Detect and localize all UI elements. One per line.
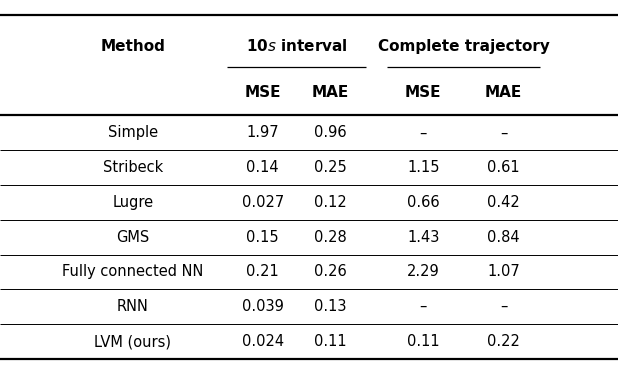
Text: 0.15: 0.15 [247, 230, 279, 245]
Text: MSE: MSE [244, 85, 281, 100]
Text: Complete trajectory: Complete trajectory [378, 39, 549, 54]
Text: –: – [500, 125, 507, 140]
Text: –: – [420, 299, 427, 314]
Text: Method: Method [101, 39, 165, 54]
Text: MAE: MAE [312, 85, 349, 100]
Text: 0.039: 0.039 [242, 299, 284, 314]
Text: Lugre: Lugre [112, 195, 153, 210]
Text: 1.43: 1.43 [407, 230, 439, 245]
Text: 0.11: 0.11 [407, 334, 439, 349]
Text: 0.28: 0.28 [315, 230, 347, 245]
Text: 0.14: 0.14 [247, 160, 279, 175]
Text: 0.26: 0.26 [315, 265, 347, 279]
Text: 2.29: 2.29 [407, 265, 439, 279]
Text: 0.96: 0.96 [315, 125, 347, 140]
Text: 0.11: 0.11 [315, 334, 347, 349]
Text: Stribeck: Stribeck [103, 160, 163, 175]
Text: 1.97: 1.97 [247, 125, 279, 140]
Text: 0.84: 0.84 [488, 230, 520, 245]
Text: RNN: RNN [117, 299, 149, 314]
Text: MAE: MAE [485, 85, 522, 100]
Text: –: – [420, 125, 427, 140]
Text: GMS: GMS [116, 230, 150, 245]
Text: LVM (ours): LVM (ours) [95, 334, 171, 349]
Text: 0.027: 0.027 [242, 195, 284, 210]
Text: Fully connected NN: Fully connected NN [62, 265, 203, 279]
Text: 0.61: 0.61 [488, 160, 520, 175]
Text: 0.42: 0.42 [488, 195, 520, 210]
Text: Simple: Simple [108, 125, 158, 140]
Text: 0.22: 0.22 [487, 334, 520, 349]
Text: 1.15: 1.15 [407, 160, 439, 175]
Text: –: – [500, 299, 507, 314]
Text: MSE: MSE [405, 85, 442, 100]
Text: 0.66: 0.66 [407, 195, 439, 210]
Text: 10$s$ interval: 10$s$ interval [246, 38, 347, 54]
Text: 0.13: 0.13 [315, 299, 347, 314]
Text: 1.07: 1.07 [488, 265, 520, 279]
Text: 0.12: 0.12 [315, 195, 347, 210]
Text: 0.024: 0.024 [242, 334, 284, 349]
Text: 0.25: 0.25 [315, 160, 347, 175]
Text: 0.21: 0.21 [247, 265, 279, 279]
